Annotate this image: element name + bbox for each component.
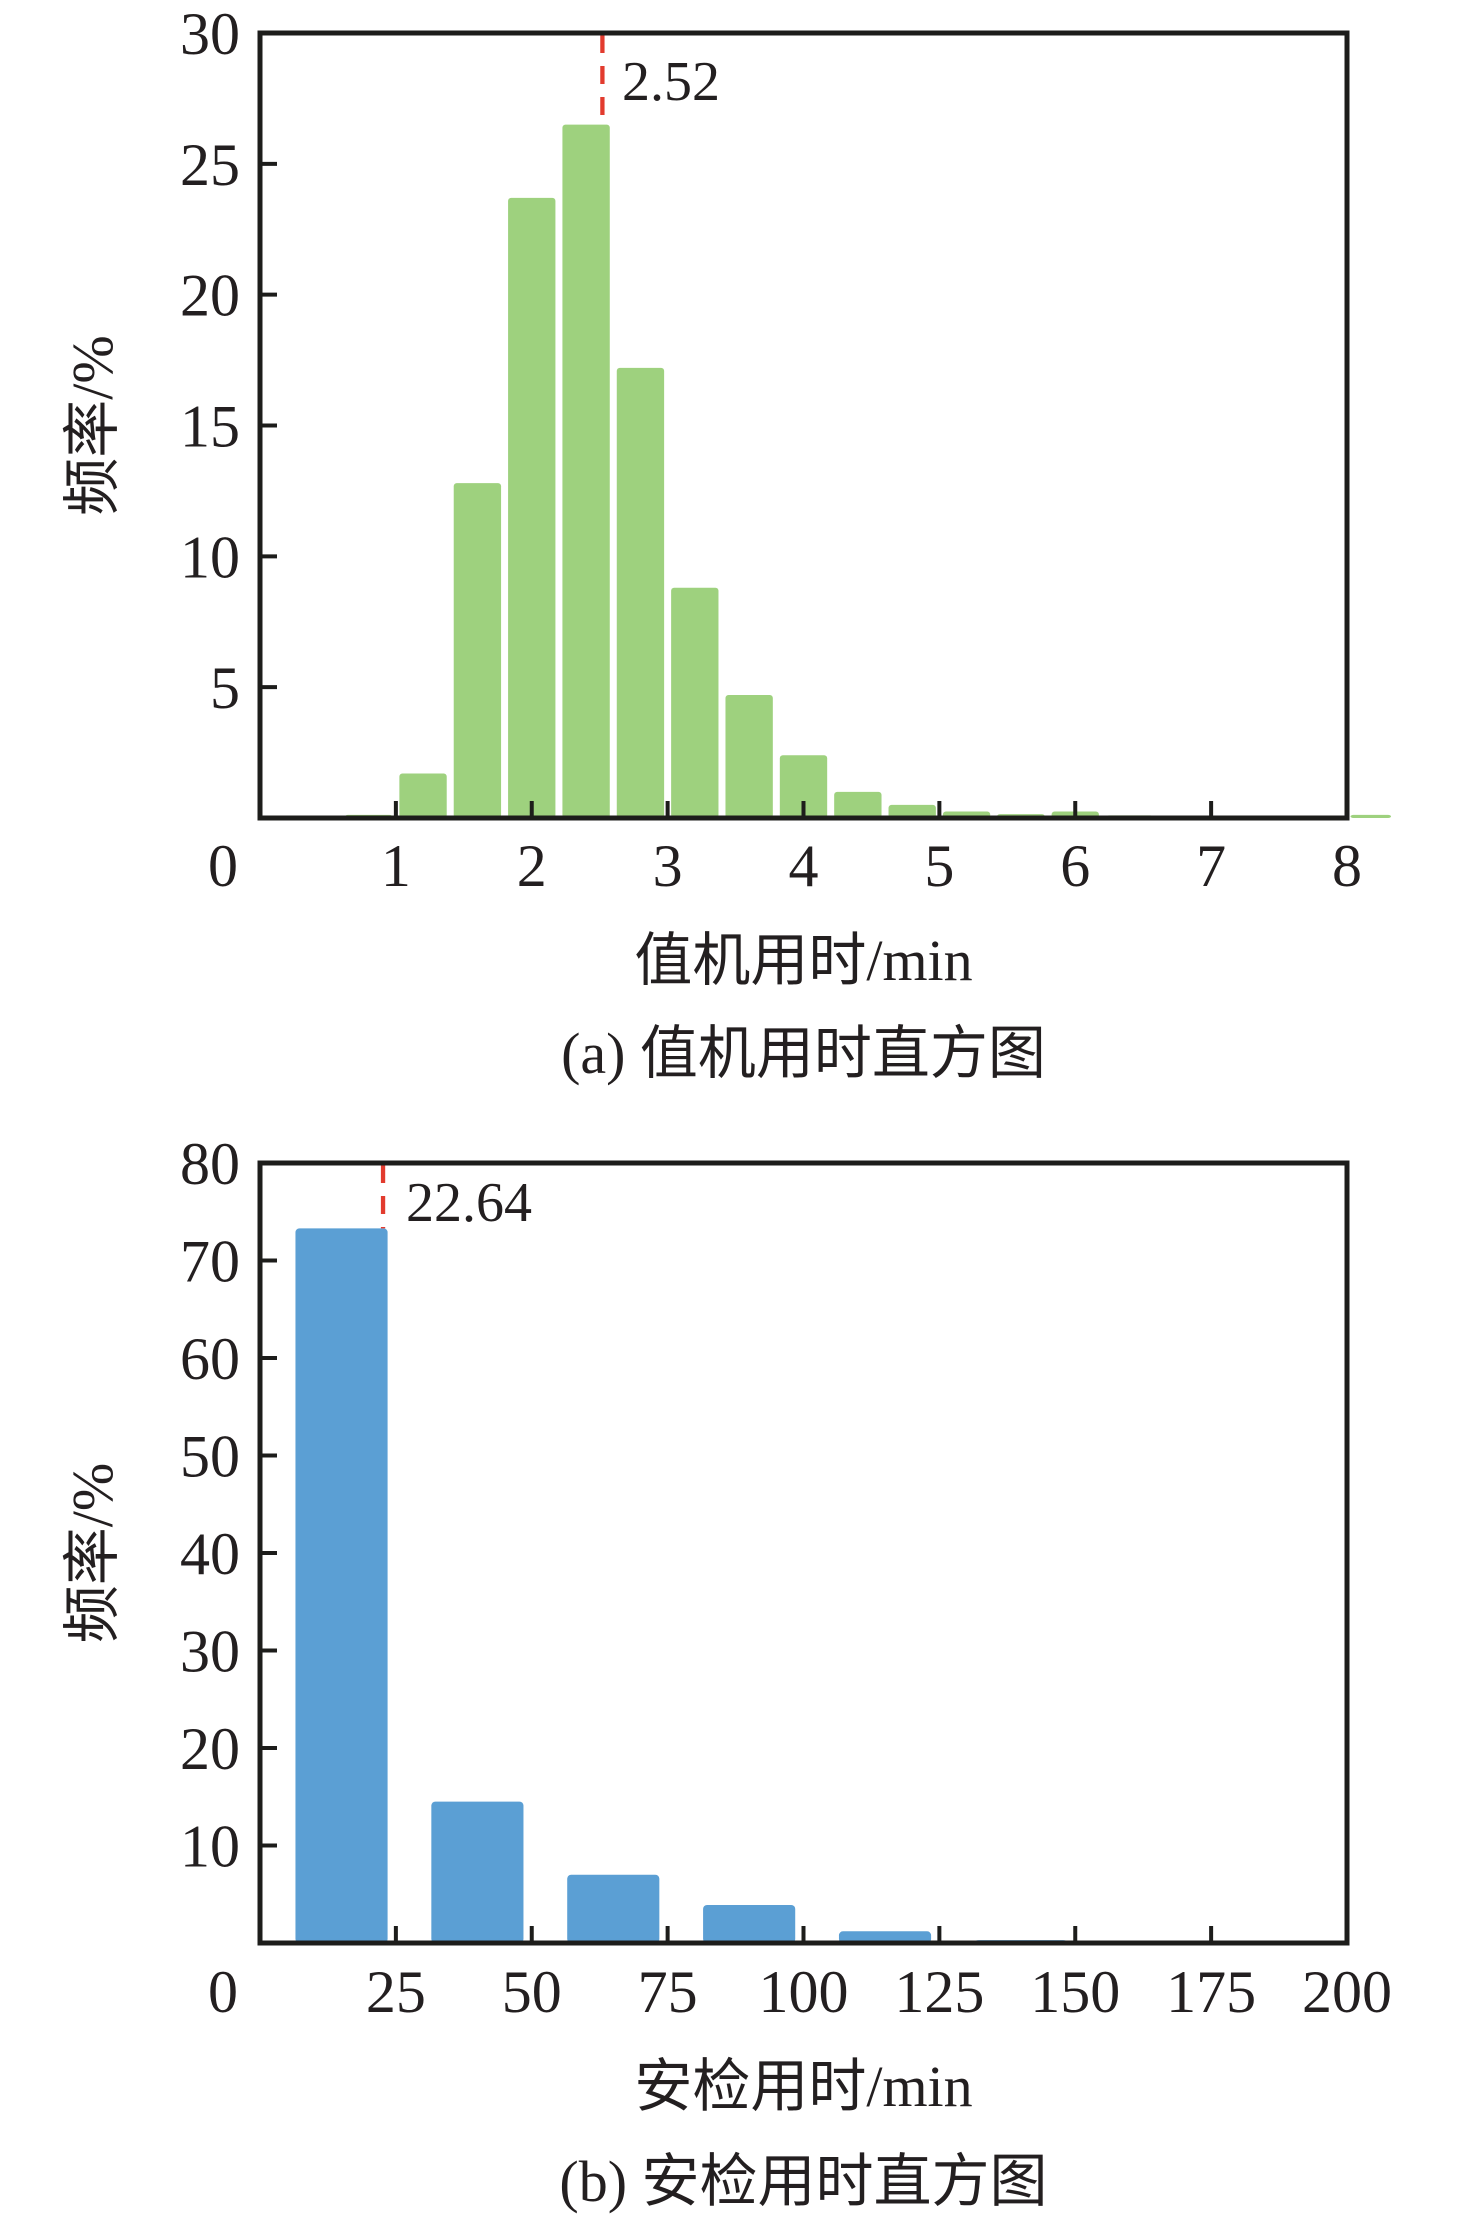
y-tick-label: 70 bbox=[180, 1229, 240, 1295]
y-tick-label: 60 bbox=[180, 1326, 240, 1392]
chart-caption: (a) 值机用时直方图 bbox=[561, 1021, 1046, 1086]
x-tick-label: 75 bbox=[638, 1959, 698, 2025]
x-tick-label: 0 bbox=[208, 833, 238, 899]
y-tick-label: 40 bbox=[180, 1521, 240, 1587]
x-tick-label: 3 bbox=[653, 833, 683, 899]
mean-value-label: 2.52 bbox=[622, 51, 720, 113]
histogram-bar bbox=[779, 755, 828, 818]
mean-value-label: 22.64 bbox=[406, 1172, 532, 1234]
x-tick-label: 150 bbox=[1030, 1959, 1120, 2025]
y-tick-label: 5 bbox=[210, 655, 240, 721]
y-tick-label: 20 bbox=[180, 1716, 240, 1782]
histogram-bar bbox=[725, 695, 773, 818]
x-tick-label: 0 bbox=[208, 1959, 238, 2025]
histogram-bar bbox=[431, 1801, 524, 1943]
histogram-bar bbox=[834, 791, 882, 818]
x-tick-label: 7 bbox=[1196, 833, 1226, 899]
y-tick-label: 30 bbox=[180, 1619, 240, 1685]
plot-border bbox=[257, 1160, 1350, 1946]
x-tick-label: 8 bbox=[1332, 833, 1362, 899]
histogram-bar bbox=[562, 124, 610, 819]
histogram-bar bbox=[671, 587, 719, 818]
histogram-bar bbox=[399, 773, 447, 818]
histogram-bar bbox=[888, 804, 936, 818]
x-axis-title: 安检用时/min bbox=[634, 2054, 972, 2119]
x-tick-label: 200 bbox=[1302, 1959, 1392, 2025]
x-tick-label: 4 bbox=[789, 833, 819, 899]
histogram-bar bbox=[453, 483, 502, 818]
histogram-bar bbox=[295, 1228, 388, 1943]
chart-panel-b bbox=[257, 1160, 1350, 1946]
x-tick-label: 125 bbox=[894, 1959, 984, 2025]
y-tick-label: 50 bbox=[180, 1424, 240, 1490]
histogram-bar bbox=[1350, 814, 1392, 818]
x-tick-label: 5 bbox=[924, 833, 954, 899]
plot-border bbox=[257, 30, 1350, 821]
x-tick-label: 6 bbox=[1060, 833, 1090, 899]
x-tick-label: 175 bbox=[1166, 1959, 1256, 2025]
chart-panel-a bbox=[257, 30, 1392, 821]
y-tick-label: 10 bbox=[180, 524, 240, 590]
histogram-bar bbox=[616, 367, 665, 818]
x-tick-label: 1 bbox=[381, 833, 411, 899]
y-tick-label: 15 bbox=[180, 394, 240, 460]
x-tick-label: 25 bbox=[366, 1959, 426, 2025]
y-tick-label: 20 bbox=[180, 263, 240, 329]
x-tick-label: 50 bbox=[502, 1959, 562, 2025]
y-axis-title: 频率/% bbox=[60, 1463, 125, 1643]
histogram-bar bbox=[508, 197, 556, 819]
y-tick-label: 30 bbox=[180, 1, 240, 67]
x-tick-label: 100 bbox=[759, 1959, 849, 2025]
x-tick-label: 2 bbox=[517, 833, 547, 899]
y-tick-label: 80 bbox=[180, 1131, 240, 1197]
y-tick-label: 25 bbox=[180, 132, 240, 198]
x-axis-title: 值机用时/min bbox=[634, 928, 972, 993]
histogram-bar bbox=[838, 1931, 932, 1943]
y-axis-title: 频率/% bbox=[60, 335, 125, 515]
y-tick-label: 10 bbox=[180, 1814, 240, 1880]
chart-caption: (b) 安检用时直方图 bbox=[559, 2149, 1047, 2214]
histogram-bar bbox=[567, 1874, 660, 1943]
histogram-bar bbox=[703, 1904, 796, 1943]
